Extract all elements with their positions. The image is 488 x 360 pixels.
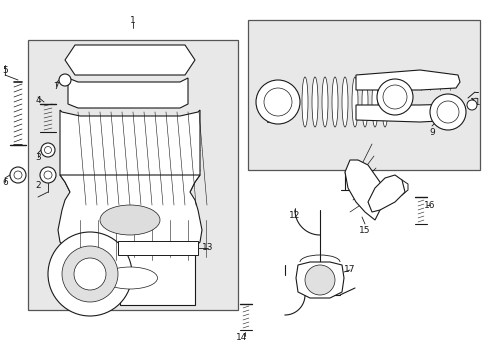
Circle shape — [436, 101, 458, 123]
Polygon shape — [387, 180, 407, 195]
Text: 9: 9 — [264, 116, 270, 125]
Text: 12: 12 — [289, 211, 300, 220]
Text: 6: 6 — [2, 177, 8, 186]
Circle shape — [59, 74, 71, 86]
Text: 9: 9 — [428, 127, 434, 136]
Polygon shape — [367, 175, 404, 212]
Circle shape — [10, 167, 26, 183]
Ellipse shape — [361, 77, 367, 127]
Text: 17: 17 — [344, 266, 355, 275]
Circle shape — [44, 171, 52, 179]
Text: 14: 14 — [236, 333, 247, 342]
Polygon shape — [90, 264, 170, 298]
Ellipse shape — [321, 77, 327, 127]
Circle shape — [41, 143, 55, 157]
Ellipse shape — [331, 77, 337, 127]
Circle shape — [305, 265, 334, 295]
Circle shape — [264, 88, 291, 116]
Text: 5: 5 — [2, 66, 8, 75]
Bar — [28, 40, 238, 310]
Text: 13: 13 — [202, 243, 213, 252]
Polygon shape — [295, 262, 343, 298]
Circle shape — [256, 80, 299, 124]
Ellipse shape — [351, 77, 357, 127]
Bar — [120, 243, 195, 305]
Text: 3: 3 — [35, 153, 41, 162]
Text: 4: 4 — [35, 95, 41, 104]
Ellipse shape — [302, 77, 307, 127]
Text: 7: 7 — [53, 81, 59, 90]
Ellipse shape — [341, 77, 347, 127]
Bar — [118, 241, 198, 255]
Polygon shape — [68, 78, 187, 108]
Polygon shape — [355, 70, 459, 90]
Text: 16: 16 — [424, 201, 435, 210]
Text: 10: 10 — [370, 188, 382, 197]
Ellipse shape — [102, 267, 157, 289]
Polygon shape — [345, 160, 387, 220]
Ellipse shape — [381, 77, 387, 127]
Ellipse shape — [311, 77, 317, 127]
Polygon shape — [58, 175, 202, 264]
Circle shape — [14, 171, 22, 179]
Circle shape — [48, 232, 132, 316]
Circle shape — [62, 246, 118, 302]
Text: 8: 8 — [348, 174, 354, 183]
Text: 2: 2 — [35, 180, 41, 189]
Text: 1: 1 — [130, 15, 136, 24]
Ellipse shape — [371, 77, 377, 127]
Text: 15: 15 — [359, 225, 370, 234]
Circle shape — [376, 79, 412, 115]
Polygon shape — [60, 110, 200, 220]
Circle shape — [40, 167, 56, 183]
Bar — [247, 20, 479, 170]
Circle shape — [429, 94, 465, 130]
Ellipse shape — [100, 205, 160, 235]
Text: 11: 11 — [469, 98, 481, 107]
Circle shape — [382, 85, 406, 109]
Circle shape — [466, 100, 476, 110]
Polygon shape — [355, 104, 459, 122]
Polygon shape — [65, 45, 195, 75]
Circle shape — [44, 147, 51, 153]
Circle shape — [74, 258, 106, 290]
